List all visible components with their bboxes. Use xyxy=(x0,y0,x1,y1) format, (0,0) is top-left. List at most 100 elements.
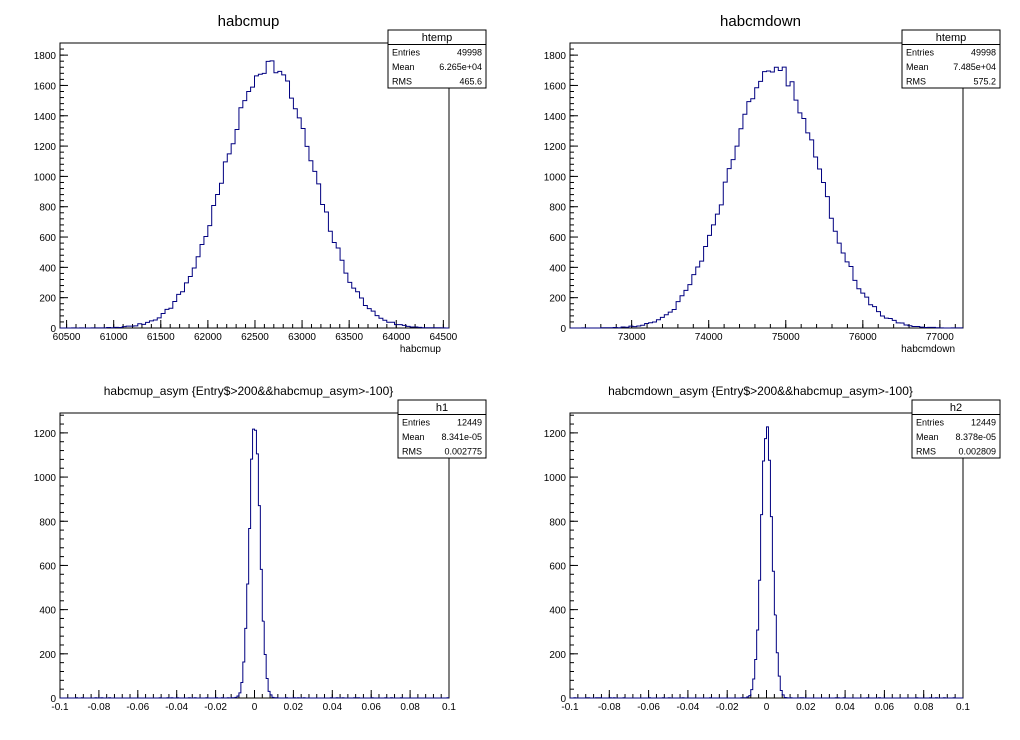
x-tick-label: 62000 xyxy=(194,332,222,343)
chart-title: habcmdown xyxy=(720,13,801,30)
y-tick-label: 800 xyxy=(39,517,56,528)
x-tick-label: 0.1 xyxy=(956,702,970,713)
stats-label: RMS xyxy=(392,77,412,87)
y-tick-label: 800 xyxy=(549,203,566,214)
stats-value: 8.378e-05 xyxy=(955,432,996,442)
y-tick-label: 0 xyxy=(560,324,566,335)
y-tick-label: 400 xyxy=(549,606,566,617)
pad-3: habcmup_asym {Entry$>200&&habcmup_asym>-… xyxy=(34,384,487,713)
x-tick-label: 0.04 xyxy=(323,702,343,713)
x-tick-label: 0.02 xyxy=(796,702,816,713)
y-tick-label: 800 xyxy=(549,517,566,528)
stats-box-frame xyxy=(911,399,1001,459)
stats-value: 6.265e+04 xyxy=(439,62,482,72)
stats-box: h2 Entries 12449 Mean 8.378e-05 RMS 0.002809 xyxy=(911,399,1001,459)
x-tick-label: 0.1 xyxy=(442,702,456,713)
stats-label: Entries xyxy=(402,418,431,428)
x-tick-label: 76000 xyxy=(849,332,877,343)
histogram-line xyxy=(570,66,963,329)
stats-label: RMS xyxy=(402,447,422,457)
x-axis-label: habcmdown xyxy=(901,344,955,355)
stats-box-frame xyxy=(901,29,1001,89)
stats-label: Mean xyxy=(392,62,415,72)
stats-label: Entries xyxy=(392,48,421,58)
x-tick-label: 63500 xyxy=(335,332,363,343)
x-tick-label: 64500 xyxy=(429,332,457,343)
histogram-line xyxy=(570,426,963,699)
y-tick-label: 1000 xyxy=(544,473,567,484)
stats-value: 0.002775 xyxy=(444,447,482,457)
x-tick-label: 61000 xyxy=(100,332,128,343)
x-tick-label: 0.04 xyxy=(835,702,855,713)
x-tick-label: 0 xyxy=(252,702,258,713)
stats-value: 12449 xyxy=(457,418,482,428)
x-tick-label: 60500 xyxy=(53,332,81,343)
y-tick-label: 1600 xyxy=(34,81,57,92)
x-tick-label: -0.02 xyxy=(204,702,227,713)
stats-value: 49998 xyxy=(971,48,996,58)
stats-box-name: h2 xyxy=(950,402,962,414)
stats-label: Mean xyxy=(906,62,929,72)
y-tick-label: 0 xyxy=(50,694,56,705)
stats-box-frame xyxy=(387,29,487,89)
stats-value: 12449 xyxy=(971,418,996,428)
y-tick-label: 600 xyxy=(39,561,56,572)
x-tick-label: -0.06 xyxy=(126,702,149,713)
y-tick-label: 1200 xyxy=(544,429,567,440)
histogram-line xyxy=(60,60,449,329)
x-tick-label: -0.1 xyxy=(561,702,579,713)
stats-label: Entries xyxy=(906,48,935,58)
x-tick-label: 0 xyxy=(764,702,770,713)
x-axis-label: habcmup xyxy=(400,344,442,355)
stats-box: h1 Entries 12449 Mean 8.341e-05 RMS 0.002775 xyxy=(397,399,487,459)
x-tick-label: 74000 xyxy=(695,332,723,343)
stats-label: RMS xyxy=(906,77,926,87)
histogram-line xyxy=(60,428,449,699)
x-tick-label: 63000 xyxy=(288,332,316,343)
y-tick-label: 1000 xyxy=(34,473,57,484)
x-tick-label: 0.06 xyxy=(361,702,381,713)
chart-title: habcmup xyxy=(218,13,280,30)
chart-title: habcmup_asym {Entry$>200&&habcmup_asym>-… xyxy=(104,384,394,398)
x-tick-label: -0.08 xyxy=(88,702,111,713)
stats-label: Mean xyxy=(916,432,939,442)
y-tick-label: 200 xyxy=(549,650,566,661)
x-tick-label: 73000 xyxy=(618,332,646,343)
y-tick-label: 1800 xyxy=(544,51,567,62)
x-tick-label: 77000 xyxy=(926,332,954,343)
pad-1: habcmup 60500 61000 61500 62000 62500 63000 635… xyxy=(34,13,487,355)
y-tick-label: 1200 xyxy=(544,142,567,153)
y-tick-label: 200 xyxy=(39,650,56,661)
y-tick-label: 1400 xyxy=(34,112,57,123)
x-tick-label: -0.06 xyxy=(637,702,660,713)
x-tick-label: -0.08 xyxy=(598,702,621,713)
y-tick-label: 0 xyxy=(50,324,56,335)
pad-2: habcmdown 73000 74000 75000 76000 77000 0 200 40… xyxy=(544,13,1001,355)
y-tick-label: 600 xyxy=(549,561,566,572)
y-tick-label: 1600 xyxy=(544,81,567,92)
x-tick-label: 0.08 xyxy=(400,702,420,713)
plot-frame xyxy=(59,412,450,699)
x-tick-label: -0.02 xyxy=(716,702,739,713)
y-tick-label: 400 xyxy=(39,263,56,274)
x-tick-label: 62500 xyxy=(241,332,269,343)
stats-box-name: h1 xyxy=(436,402,448,414)
x-tick-label: -0.1 xyxy=(51,702,69,713)
stats-value: 8.341e-05 xyxy=(441,432,482,442)
stats-box-frame xyxy=(397,399,487,459)
y-tick-label: 1000 xyxy=(544,172,567,183)
chart-title: habcmdown_asym {Entry$>200&&habcmup_asym… xyxy=(608,384,913,398)
pad-4: habcmdown_asym {Entry$>200&&habcmup_asym… xyxy=(544,384,1001,713)
stats-value: 49998 xyxy=(457,48,482,58)
stats-box-name: htemp xyxy=(422,32,453,44)
x-tick-label: 0.02 xyxy=(284,702,304,713)
stats-label: Mean xyxy=(402,432,425,442)
y-tick-label: 1200 xyxy=(34,429,57,440)
stats-value: 465.6 xyxy=(459,77,482,87)
x-tick-label: 64000 xyxy=(382,332,410,343)
x-tick-label: 0.08 xyxy=(914,702,934,713)
y-tick-label: 600 xyxy=(39,233,56,244)
